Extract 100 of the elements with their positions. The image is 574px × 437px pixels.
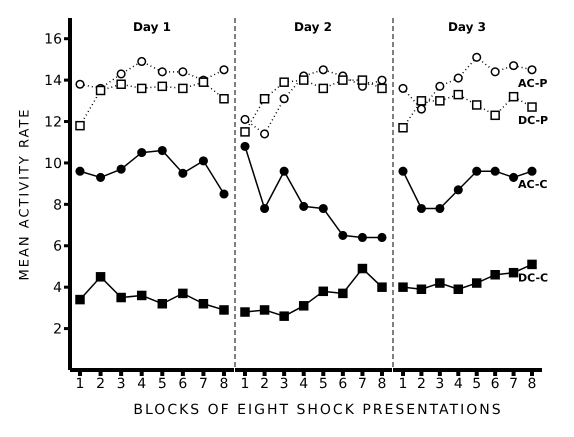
point [472,278,482,288]
point [158,146,167,156]
x-tick-label: 4 [299,376,308,392]
series-label: AC-P [518,76,548,90]
point [260,305,270,315]
x-axis-title: BLOCKS OF EIGHT SHOCK PRESENTATIONS [132,402,504,418]
point [490,67,500,76]
point [116,69,126,78]
point [416,284,426,294]
point [435,278,445,288]
point [280,94,289,104]
point [137,148,146,158]
y-tick-label: 10 [44,156,62,172]
point [298,75,308,85]
point [472,166,482,176]
point [116,80,126,90]
series-label: AC-C [518,178,548,192]
point [435,82,444,91]
point [298,301,308,311]
point [509,172,518,182]
x-tick-label: 8 [220,376,228,392]
x-tick-label: 1 [240,376,250,392]
point [178,288,188,298]
point [137,56,146,66]
point [472,100,482,110]
point [527,166,537,176]
x-tick-label: 8 [378,376,386,392]
x-tick-label: 7 [358,376,367,392]
point [490,270,500,280]
point [75,166,85,176]
point [240,307,250,317]
point [509,61,518,70]
point [280,166,289,176]
point [454,185,463,194]
point [416,96,426,106]
point [318,84,328,94]
point [398,122,408,132]
point [240,127,250,137]
point [338,75,348,85]
point [508,268,518,278]
point [358,232,367,242]
point [338,288,348,298]
point [435,204,444,214]
point [279,311,289,321]
point [318,204,328,214]
point [416,204,426,214]
y-tick-label: 12 [44,114,62,130]
point [490,166,500,176]
x-tick-label: 4 [454,376,463,392]
y-axis-title: MEAN ACTIVITY RATE [18,108,33,280]
point [416,104,426,114]
point [377,84,387,94]
x-tick-label: 5 [472,376,482,392]
point [508,92,518,102]
point [198,156,208,166]
point [158,67,167,76]
series-label: DC-C [518,271,548,284]
point [158,298,168,308]
point [435,96,445,106]
point [377,282,387,292]
x-tick-label: 4 [137,376,146,392]
point [219,189,229,199]
y-tick-label: 16 [44,32,62,48]
point [377,232,387,242]
point [178,84,188,94]
x-tick-label: 7 [509,376,518,392]
point [198,298,208,308]
point [260,129,270,139]
point [136,290,146,300]
point [318,286,328,296]
point [454,284,464,294]
point [338,230,348,240]
x-tick-label: 7 [198,376,208,392]
point [219,305,229,315]
x-tick-label: 2 [260,376,270,392]
point [318,65,328,74]
x-tick-label: 2 [96,376,106,392]
point [527,102,537,112]
point [178,168,188,178]
point [299,202,308,211]
point [96,172,106,182]
point [472,52,482,62]
point [240,114,250,124]
point [96,86,106,96]
x-tick-label: 5 [318,376,328,392]
point [454,90,464,100]
point [219,65,229,74]
point [260,204,270,214]
x-tick-label: 3 [280,376,289,392]
point [260,94,270,104]
y-tick-label: 6 [53,238,62,255]
y-tick-label: 4 [53,280,62,296]
x-tick-label: 8 [528,376,536,392]
point [377,76,387,85]
point [75,294,85,304]
point [358,264,368,274]
chart-title: Day 1 [132,20,172,34]
point [398,166,408,176]
x-tick-label: 1 [76,376,84,392]
chart-title: Day 2 [292,20,334,34]
